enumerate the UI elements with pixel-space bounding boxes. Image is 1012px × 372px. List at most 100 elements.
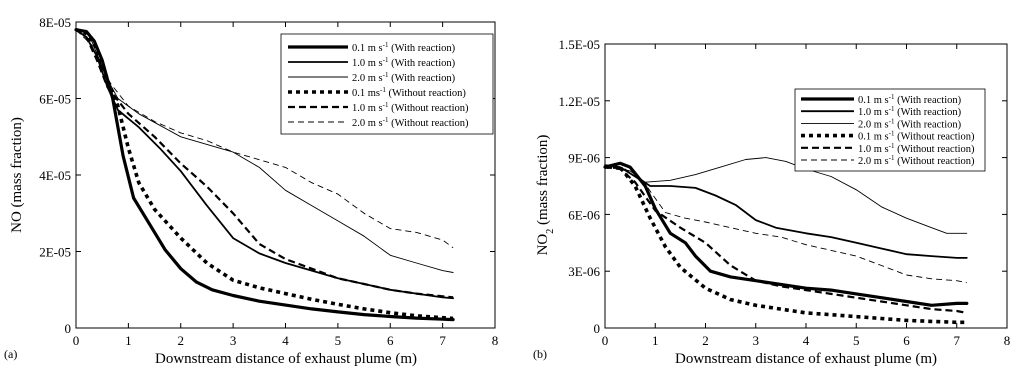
panel-a-legend-box xyxy=(280,33,494,135)
legend-condition: (Without reaction) xyxy=(894,156,975,167)
panel-a-tag: (a) xyxy=(4,347,17,361)
a-series-line-1 xyxy=(74,28,455,322)
a-legend-entry-6: 2.0 m s-1 (Without reaction) xyxy=(352,116,469,129)
panel-a-chart: 0 1 2 3 4 5 6 7 8 0 2E-05 4E-05 6E-05 8E-05 Downstrea… xyxy=(4,15,498,367)
panel-a-x-axis-label: Downstream distance of exhaust plume (m) xyxy=(155,351,417,367)
a-x-tick-label: 4 xyxy=(282,333,289,348)
legend-unit-exponent: -1 xyxy=(383,56,389,64)
b-x-tick-label: 5 xyxy=(853,333,860,348)
b-legend-entry-5: 1.0 m s-1 (Without reaction) xyxy=(858,142,975,155)
a-x-tick-label: 1 xyxy=(125,333,132,348)
a-x-tick-label: 2 xyxy=(178,333,185,348)
panel-a-series xyxy=(74,28,455,322)
b-y-tick-label: 6E-06 xyxy=(568,207,600,222)
legend-speed: 2.0 m s xyxy=(352,118,383,129)
legend-speed: 0.1 ms xyxy=(352,88,380,99)
panel-b-ticks: 0 1 2 3 4 5 6 7 8 0 3E-06 6E-06 9E-06 1.2E-05 1.5E-05 xyxy=(558,37,1010,348)
legend-condition: (Without reaction) xyxy=(388,118,469,129)
b-x-tick-label: 1 xyxy=(652,333,659,348)
legend-condition: (Without reaction) xyxy=(386,88,467,99)
b-series-line-6 xyxy=(604,164,967,284)
legend-speed: 1.0 m s xyxy=(352,58,383,69)
a-legend-entry-5: 1.0 m s-1 (Without reaction) xyxy=(352,101,469,114)
a-y-tick-label: 8E-05 xyxy=(39,15,71,30)
panel-b-y-axis-label-rest: (mass fraction) xyxy=(535,135,551,229)
legend-unit-exponent: -1 xyxy=(889,130,895,138)
legend-speed: 2.0 m s xyxy=(858,119,889,130)
legend-unit-exponent: -1 xyxy=(889,105,895,113)
a-y-tick-label: 2E-05 xyxy=(39,245,71,260)
a-y-tick-label: 0 xyxy=(65,321,72,336)
b-legend-entry-3: 2.0 m s-1 (With reaction) xyxy=(858,117,962,130)
panel-a-ticks: 0 1 2 3 4 5 6 7 8 0 2E-05 4E-05 6E-05 8E-05 xyxy=(39,15,498,348)
legend-unit-exponent: -1 xyxy=(383,71,389,79)
b-x-tick-label: 2 xyxy=(702,333,709,348)
legend-speed: 2.0 m s xyxy=(858,156,889,167)
b-y-tick-label: 3E-06 xyxy=(568,264,600,279)
a-x-tick-label: 3 xyxy=(230,333,237,348)
legend-condition: (With reaction) xyxy=(388,73,455,84)
b-x-tick-label: 3 xyxy=(753,333,760,348)
legend-speed: 0.1 m s xyxy=(858,132,889,143)
b-y-tick-label: 1.2E-05 xyxy=(558,94,600,109)
b-legend-entry-6: 2.0 m s-1 (Without reaction) xyxy=(858,154,975,167)
a-x-tick-label: 7 xyxy=(439,333,446,348)
legend-unit-exponent: -1 xyxy=(889,93,895,101)
a-x-tick-label: 0 xyxy=(73,333,80,348)
b-series-line-1 xyxy=(603,161,969,307)
legend-speed: 2.0 m s xyxy=(352,73,383,84)
b-series-line-2 xyxy=(604,164,968,259)
legend-unit-exponent: -1 xyxy=(889,154,895,162)
panel-b-chart: 0 1 2 3 4 5 6 7 803E-066E-069E-061.2E-051.5E-05 … xyxy=(533,37,1010,367)
b-x-tick-label: 4 xyxy=(803,333,810,348)
legend-condition: (With reaction) xyxy=(894,119,961,130)
a-legend-entry-3: 2.0 m s-1 (With reaction) xyxy=(352,71,456,84)
b-x-tick-label: 0 xyxy=(602,333,609,348)
legend-speed: 0.1 m s xyxy=(352,43,383,54)
b-series-line-5 xyxy=(604,166,968,314)
a-series-line-5 xyxy=(75,28,454,299)
legend-speed: 0.1 m s xyxy=(858,95,889,106)
a-y-tick-label: 6E-05 xyxy=(39,92,71,107)
panel-b-tag: (b) xyxy=(533,347,547,361)
panel-b-y-axis-label-sub: 2 xyxy=(545,229,556,234)
panel-a-y-axis-label: NO (mass fraction) xyxy=(9,117,25,233)
legend-condition: (With reaction) xyxy=(894,95,961,106)
a-series-line-6 xyxy=(75,29,454,249)
legend-unit-exponent: -1 xyxy=(380,86,386,94)
legend-condition: (With reaction) xyxy=(388,43,455,54)
legend-condition: (Without reaction) xyxy=(894,144,975,155)
b-legend-entry-1: 0.1 m s-1 (With reaction) xyxy=(858,93,962,106)
a-legend-entry-1: 0.1 m s-1 (With reaction) xyxy=(352,41,456,54)
a-legend-entry-4: 0.1 ms-1 (Without reaction) xyxy=(352,86,466,99)
legend-unit-exponent: -1 xyxy=(889,117,895,125)
a-legend-entry-2: 1.0 m s-1 (With reaction) xyxy=(352,56,456,69)
legend-condition: (Without reaction) xyxy=(894,132,975,143)
panel-b-y-axis-label-main: NO xyxy=(535,234,551,256)
b-x-tick-label: 7 xyxy=(954,333,961,348)
b-legend-entry-2: 1.0 m s-1 (With reaction) xyxy=(858,105,962,118)
a-series-line-4 xyxy=(75,28,454,321)
b-y-tick-label: 1.5E-05 xyxy=(558,37,600,52)
a-y-tick-label: 4E-05 xyxy=(39,168,71,183)
panel-b-legend: 0.1 m s-1 (With reaction)1.0 m s-1 (With… xyxy=(794,88,986,172)
legend-condition: (With reaction) xyxy=(388,58,455,69)
b-x-tick-label: 8 xyxy=(1004,333,1011,348)
legend-condition: (With reaction) xyxy=(894,107,961,118)
legend-unit-exponent: -1 xyxy=(383,116,389,124)
legend-speed: 1.0 m s xyxy=(352,103,383,114)
legend-speed: 1.0 m s xyxy=(858,107,889,118)
a-x-tick-label: 8 xyxy=(492,333,499,348)
legend-unit-exponent: -1 xyxy=(889,142,895,150)
b-y-tick-label: 9E-06 xyxy=(568,151,600,166)
panel-b-x-axis-label: Downstream distance of exhaust plume (m) xyxy=(675,351,937,367)
legend-condition: (Without reaction) xyxy=(388,103,469,114)
b-legend-entry-4: 0.1 m s-1 (Without reaction) xyxy=(858,130,975,143)
b-x-tick-label: 6 xyxy=(903,333,910,348)
legend-speed: 1.0 m s xyxy=(858,144,889,155)
a-series-line-3 xyxy=(75,29,454,273)
legend-unit-exponent: -1 xyxy=(383,101,389,109)
b-y-tick-label: 0 xyxy=(594,321,601,336)
